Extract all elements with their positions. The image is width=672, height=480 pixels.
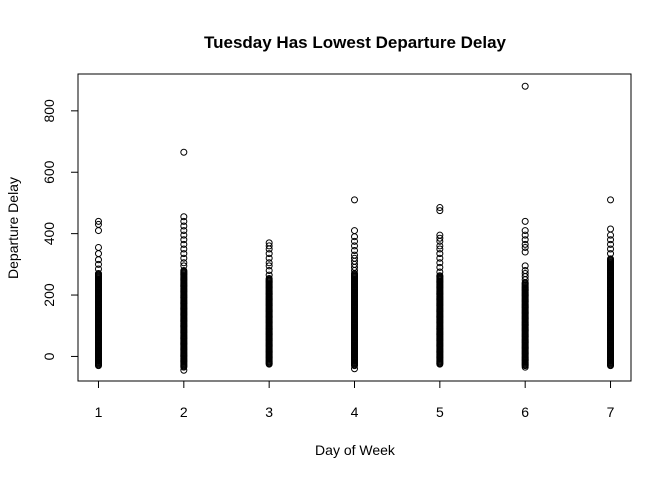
data-point [436,207,444,215]
data-point [351,365,358,373]
data-point [521,248,529,256]
data-point [436,234,444,242]
data-point [180,254,188,262]
data-point [180,240,188,248]
data-point [436,204,444,212]
data-point [180,266,188,274]
data-point [94,217,102,225]
data-point [351,247,358,255]
data-point [607,255,615,263]
data-point [607,240,615,248]
data-point [180,217,188,225]
data-point [436,250,444,258]
data-point [521,270,529,278]
data-points [94,82,615,374]
data-point [94,243,102,251]
x-axis: 1 2 3 4 5 6 7 [95,381,615,420]
data-point [521,240,529,248]
data-point [265,274,273,282]
x-tick-label: 3 [265,404,273,420]
y-axis: 0 200 400 600 800 [41,99,78,360]
data-point [180,262,188,270]
y-tick-label: 0 [41,352,57,360]
data-point [607,196,615,204]
data-point [607,245,615,253]
data-point [351,196,358,204]
x-tick-label: 4 [351,404,359,420]
data-point [94,265,102,273]
data-point [180,231,188,239]
x-tick-label: 2 [180,404,188,420]
chart-title: Tuesday Has Lowest Departure Delay [204,33,507,52]
data-point [265,254,273,262]
x-tick-label: 7 [607,404,615,420]
data-point [94,220,102,228]
x-axis-label: Day of Week [315,442,396,458]
data-point [180,250,188,258]
y-tick-label: 400 [41,222,57,246]
data-point [607,250,615,258]
data-point [94,227,102,235]
data-point [180,366,188,374]
data-point [351,254,358,262]
data-point [521,231,529,239]
data-point [351,227,358,235]
data-point [180,259,188,267]
x-tick-label: 6 [521,404,529,420]
data-point [521,363,529,371]
data-point [265,239,273,247]
data-point [436,268,444,276]
data-point [265,271,273,279]
data-point [351,237,358,245]
data-point [521,227,529,235]
data-point [436,231,444,239]
data-point [521,217,529,225]
data-point [265,259,273,267]
data-point [521,82,529,90]
data-point [265,262,273,270]
data-point [180,222,188,230]
data-point [180,236,188,244]
y-tick-label: 800 [41,99,57,123]
data-point [436,242,444,250]
data-point [265,266,273,274]
data-point [351,251,358,259]
data-point [521,243,529,251]
data-point [607,236,615,244]
data-point [94,260,102,268]
data-point [436,245,444,253]
y-tick-label: 600 [41,160,57,184]
y-axis-label: Departure Delay [5,177,21,279]
data-point [180,245,188,253]
data-point [180,227,188,235]
data-point [607,225,615,233]
data-point [351,242,358,250]
y-tick-label: 200 [41,283,57,307]
data-point [265,250,273,258]
x-tick-label: 1 [95,404,103,420]
data-point [265,242,273,250]
data-point [436,254,444,262]
data-point [94,270,102,278]
data-point [521,262,529,270]
data-point [180,213,188,221]
data-point [436,263,444,271]
data-point [180,148,188,156]
x-tick-label: 5 [436,404,444,420]
data-point [521,236,529,244]
data-point [436,272,444,280]
data-point [521,266,529,274]
data-point [436,259,444,267]
data-point [94,250,102,258]
